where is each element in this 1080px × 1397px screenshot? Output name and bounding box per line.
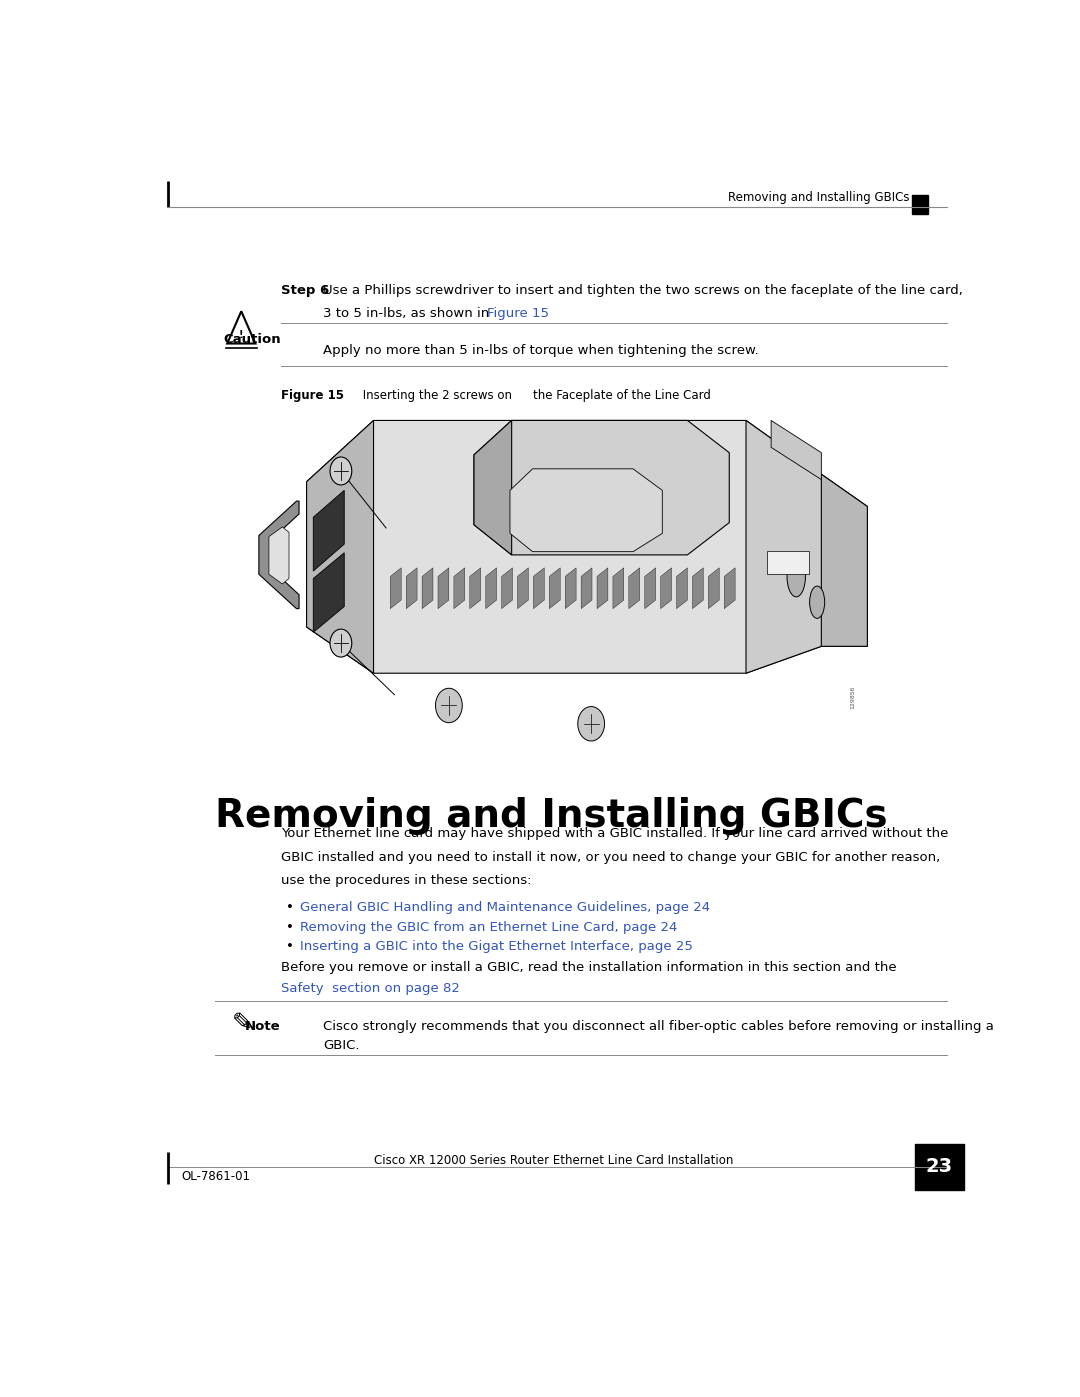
Polygon shape: [692, 567, 703, 609]
Polygon shape: [725, 567, 735, 609]
Text: Removing and Installing GBICs: Removing and Installing GBICs: [728, 191, 909, 204]
Polygon shape: [474, 420, 729, 555]
Text: •: •: [285, 940, 294, 953]
Circle shape: [435, 689, 462, 722]
Polygon shape: [708, 567, 719, 609]
Polygon shape: [470, 567, 481, 609]
Text: Inserting a GBIC into the Gigat Ethernet Interface, page 25: Inserting a GBIC into the Gigat Ethernet…: [300, 940, 692, 953]
Polygon shape: [486, 567, 497, 609]
Text: use the procedures in these sections:: use the procedures in these sections:: [282, 875, 532, 887]
Polygon shape: [390, 567, 401, 609]
Polygon shape: [597, 567, 608, 609]
Text: Step 6: Step 6: [282, 284, 329, 296]
Polygon shape: [307, 420, 374, 673]
Text: 129856: 129856: [851, 685, 855, 708]
Text: Cisco strongly recommends that you disconnect all fiber-optic cables before remo: Cisco strongly recommends that you disco…: [323, 1020, 995, 1032]
Polygon shape: [581, 567, 592, 609]
Text: •: •: [285, 901, 294, 914]
Polygon shape: [534, 567, 544, 609]
Polygon shape: [313, 553, 345, 633]
Polygon shape: [629, 567, 639, 609]
Polygon shape: [821, 474, 867, 647]
Ellipse shape: [787, 556, 806, 597]
Polygon shape: [645, 567, 656, 609]
Polygon shape: [771, 420, 821, 479]
Circle shape: [330, 629, 352, 657]
Text: Apply no more than 5 in-lbs of torque when tightening the screw.: Apply no more than 5 in-lbs of torque wh…: [323, 344, 759, 358]
Text: Caution: Caution: [222, 334, 281, 346]
Polygon shape: [550, 567, 561, 609]
Text: Safety  section on page 82: Safety section on page 82: [282, 982, 460, 995]
Text: •: •: [285, 921, 294, 933]
Text: GBIC.: GBIC.: [323, 1039, 360, 1052]
Text: Cisco XR 12000 Series Router Ethernet Line Card Installation: Cisco XR 12000 Series Router Ethernet Li…: [374, 1154, 733, 1166]
Circle shape: [330, 457, 352, 485]
Text: GBIC installed and you need to install it now, or you need to change your GBIC f: GBIC installed and you need to install i…: [282, 851, 941, 863]
Text: 3 to 5 in-lbs, as shown in: 3 to 5 in-lbs, as shown in: [323, 307, 489, 320]
Polygon shape: [307, 420, 821, 673]
Polygon shape: [313, 490, 345, 571]
FancyBboxPatch shape: [767, 550, 809, 574]
Text: Figure 15: Figure 15: [487, 307, 550, 320]
Text: Use a Phillips screwdriver to insert and tighten the two screws on the faceplate: Use a Phillips screwdriver to insert and…: [323, 284, 963, 296]
Polygon shape: [501, 567, 513, 609]
Text: Figure 15: Figure 15: [282, 390, 345, 402]
Text: General GBIC Handling and Maintenance Guidelines, page 24: General GBIC Handling and Maintenance Gu…: [300, 901, 710, 914]
Polygon shape: [746, 420, 867, 673]
Text: Your Ethernet line card may have shipped with a GBIC installed. If your line car: Your Ethernet line card may have shipped…: [282, 827, 949, 840]
Polygon shape: [406, 567, 417, 609]
Polygon shape: [269, 527, 289, 584]
Polygon shape: [422, 567, 433, 609]
Circle shape: [578, 707, 605, 740]
Text: the Faceplate of the Line Card: the Faceplate of the Line Card: [532, 390, 711, 402]
Polygon shape: [517, 567, 528, 609]
Polygon shape: [510, 469, 662, 552]
Text: Before you remove or install a GBIC, read the installation information in this s: Before you remove or install a GBIC, rea…: [282, 961, 897, 975]
FancyBboxPatch shape: [915, 1144, 963, 1190]
Text: Removing the GBIC from an Ethernet Line Card, page 24: Removing the GBIC from an Ethernet Line …: [300, 921, 677, 933]
Text: ✎: ✎: [231, 1011, 253, 1035]
Text: Inserting the 2 screws on: Inserting the 2 screws on: [345, 390, 512, 402]
Text: 23: 23: [926, 1158, 953, 1176]
Polygon shape: [438, 567, 449, 609]
Text: OL-7861-01: OL-7861-01: [181, 1171, 251, 1183]
Text: !: !: [239, 331, 244, 341]
Text: Note: Note: [245, 1020, 281, 1032]
FancyBboxPatch shape: [912, 194, 929, 214]
Polygon shape: [613, 567, 624, 609]
Polygon shape: [474, 420, 512, 555]
Polygon shape: [454, 567, 464, 609]
Text: Removing and Installing GBICs: Removing and Installing GBICs: [215, 796, 887, 835]
Polygon shape: [565, 567, 576, 609]
Ellipse shape: [810, 587, 825, 619]
Polygon shape: [259, 502, 299, 609]
Polygon shape: [661, 567, 672, 609]
Polygon shape: [676, 567, 688, 609]
